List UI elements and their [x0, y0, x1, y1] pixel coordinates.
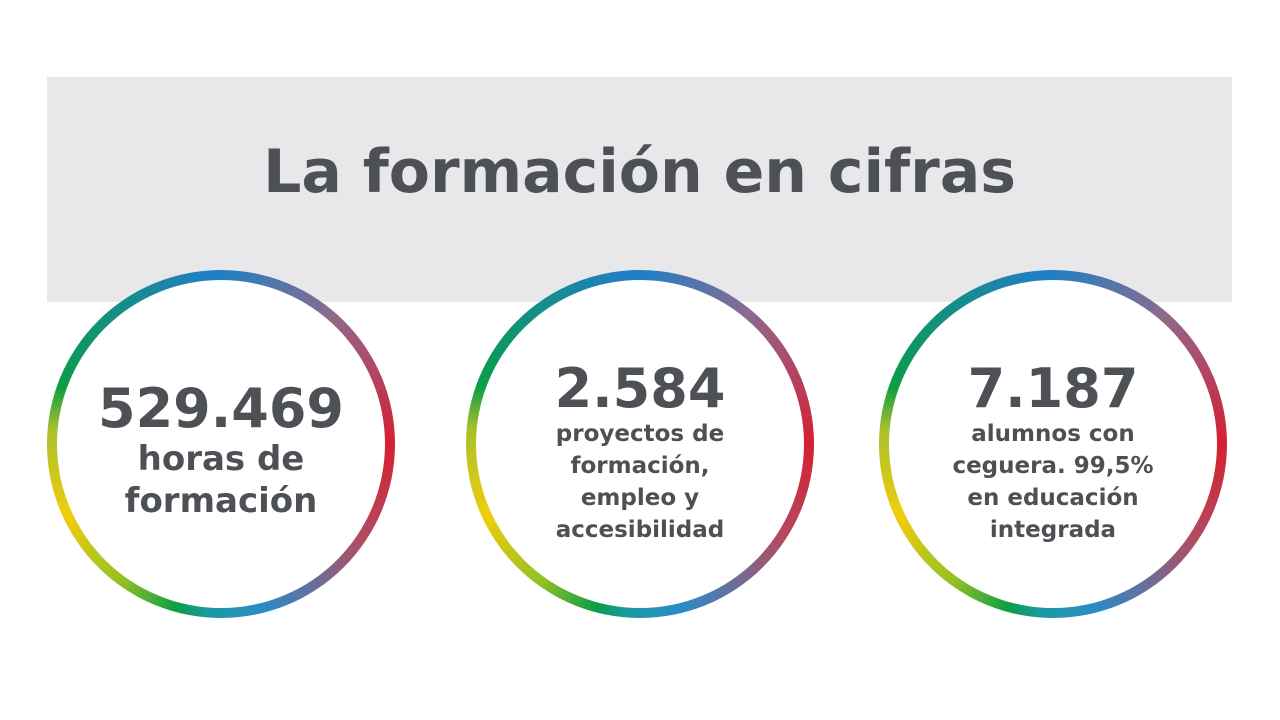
stat-number: 2.584 [554, 357, 726, 420]
stat-circle-inner: 7.187 alumnos con ceguera. 99,5% en educ… [889, 280, 1217, 608]
stat-circle-hours: 529.469 horas de formación [47, 270, 395, 618]
stat-number: 7.187 [967, 357, 1139, 420]
stat-label: horas de formación [124, 439, 318, 521]
stat-circle-projects: 2.584 proyectos de formación, empleo y a… [466, 270, 814, 618]
stat-circle-inner: 2.584 proyectos de formación, empleo y a… [476, 280, 804, 608]
page-title: La formación en cifras [263, 137, 1016, 207]
stat-circle-inner: 529.469 horas de formación [57, 280, 385, 608]
stat-circle-students: 7.187 alumnos con ceguera. 99,5% en educ… [879, 270, 1227, 618]
stat-label: alumnos con ceguera. 99,5% en educación … [952, 421, 1154, 543]
stat-number: 529.469 [98, 377, 344, 440]
stat-label: proyectos de formación, empleo y accesib… [555, 421, 725, 543]
title-banner [47, 77, 1232, 302]
